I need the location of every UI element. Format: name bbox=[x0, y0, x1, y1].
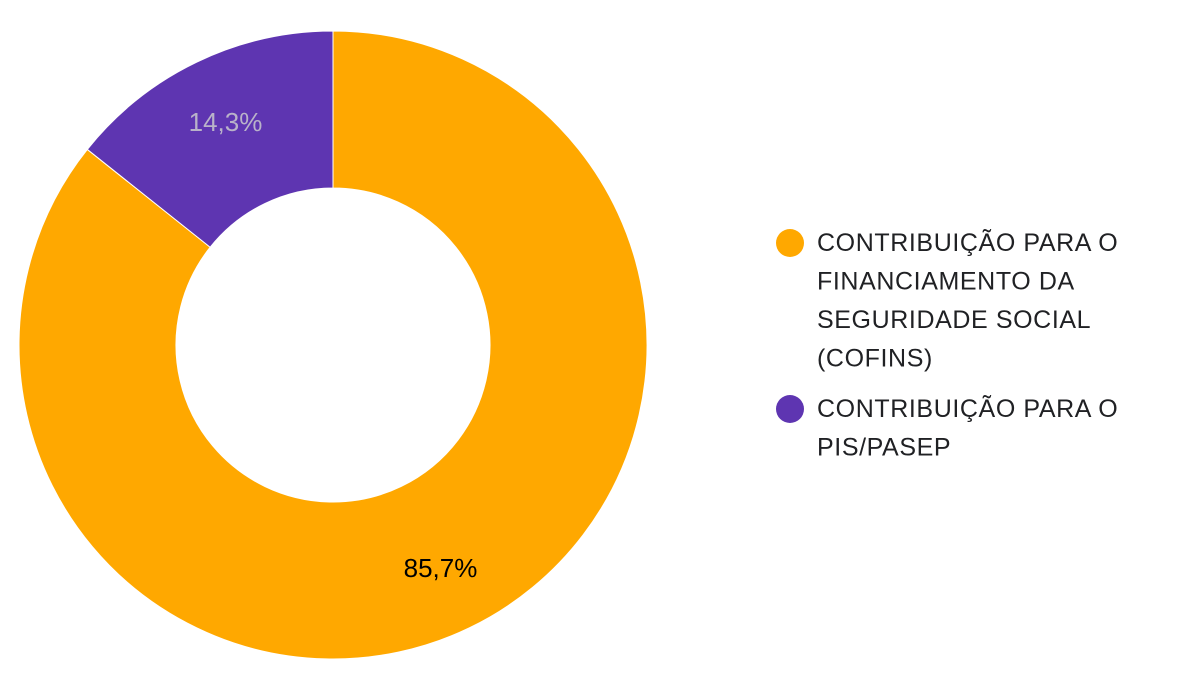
legend-line: (COFINS) bbox=[817, 345, 933, 373]
slices bbox=[18, 30, 648, 660]
legend-label-0: CONTRIBUIÇÃO PARA O FINANCIAMENTO DA SEGUR… bbox=[817, 228, 1118, 373]
slice-0[interactable] bbox=[18, 30, 648, 660]
legend-item-0[interactable]: CONTRIBUIÇÃO PARA O FINANCIAMENTO DA SEGUR… bbox=[776, 228, 1118, 373]
legend-line: PIS/PASEP bbox=[817, 434, 951, 462]
legend-line: FINANCIAMENTO DA bbox=[817, 268, 1075, 296]
legend: CONTRIBUIÇÃO PARA O FINANCIAMENTO DA SEGUR… bbox=[776, 228, 1118, 462]
legend-swatch-1 bbox=[776, 395, 804, 423]
slice-1[interactable] bbox=[86, 30, 334, 248]
slice-label-1: 14,3% bbox=[189, 107, 263, 137]
slice-labels: 85,7% 14,3% bbox=[189, 107, 478, 583]
legend-line: CONTRIBUIÇÃO PARA O bbox=[817, 394, 1118, 423]
slice-label-0: 85,7% bbox=[404, 553, 478, 583]
legend-line: CONTRIBUIÇÃO PARA O bbox=[817, 228, 1118, 257]
legend-line: SEGURIDADE SOCIAL bbox=[817, 306, 1091, 334]
legend-item-1[interactable]: CONTRIBUIÇÃO PARA O PIS/PASEP bbox=[776, 394, 1118, 462]
legend-swatch-0 bbox=[776, 229, 804, 257]
legend-label-1: CONTRIBUIÇÃO PARA O PIS/PASEP bbox=[817, 394, 1118, 462]
